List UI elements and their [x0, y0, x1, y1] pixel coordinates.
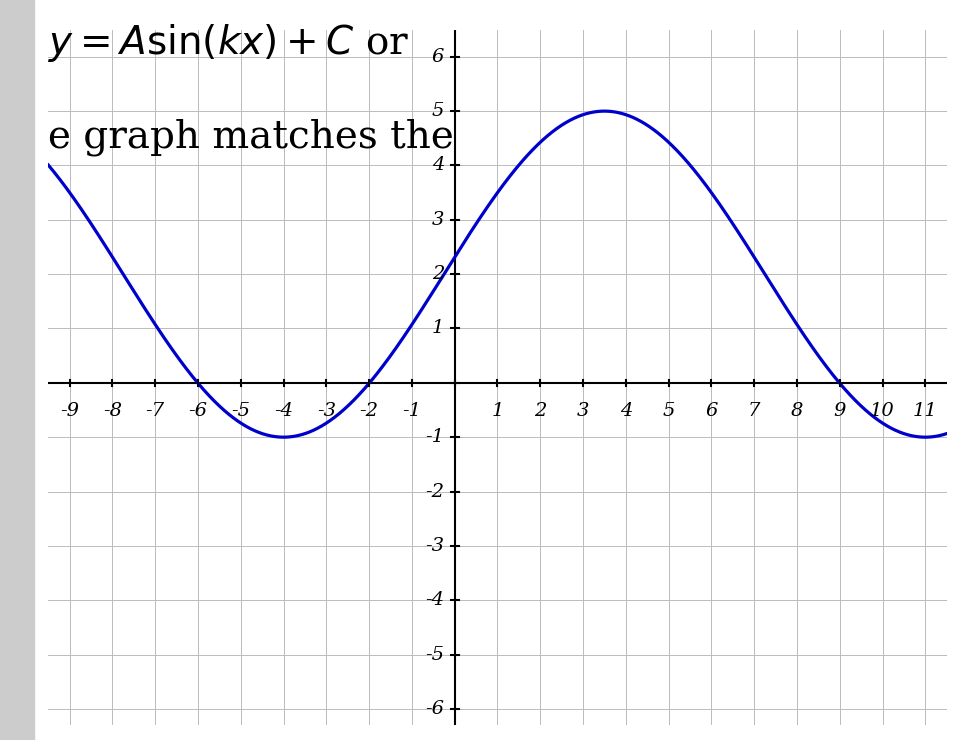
Text: -2: -2: [359, 402, 379, 420]
Text: -1: -1: [403, 402, 421, 420]
Text: 5: 5: [663, 402, 675, 420]
Text: 3: 3: [432, 211, 444, 229]
Text: -1: -1: [425, 428, 444, 446]
Text: 2: 2: [432, 265, 444, 283]
Text: -5: -5: [231, 402, 250, 420]
Text: 1: 1: [492, 402, 503, 420]
Text: 8: 8: [791, 402, 803, 420]
Text: 4: 4: [619, 402, 632, 420]
Text: -4: -4: [274, 402, 293, 420]
Text: -7: -7: [146, 402, 165, 420]
Text: 9: 9: [834, 402, 846, 420]
Text: -5: -5: [425, 645, 444, 664]
Text: -8: -8: [103, 402, 122, 420]
Text: -2: -2: [425, 482, 444, 500]
Text: 6: 6: [705, 402, 718, 420]
Text: 4: 4: [432, 156, 444, 175]
Text: 5: 5: [432, 102, 444, 120]
Text: -4: -4: [425, 591, 444, 609]
Text: -6: -6: [425, 700, 444, 718]
Text: 10: 10: [870, 402, 895, 420]
Text: 6: 6: [432, 48, 444, 66]
Text: -9: -9: [60, 402, 79, 420]
Text: 3: 3: [577, 402, 589, 420]
Text: -3: -3: [317, 402, 336, 420]
Text: $y = A\sin(kx) + C$ or: $y = A\sin(kx) + C$ or: [48, 22, 410, 64]
Text: -6: -6: [188, 402, 208, 420]
Text: 11: 11: [913, 402, 938, 420]
Text: 2: 2: [534, 402, 547, 420]
Text: -3: -3: [425, 536, 444, 555]
Text: 7: 7: [748, 402, 760, 420]
Text: 1: 1: [432, 320, 444, 337]
Text: e graph matches the: e graph matches the: [48, 118, 454, 156]
